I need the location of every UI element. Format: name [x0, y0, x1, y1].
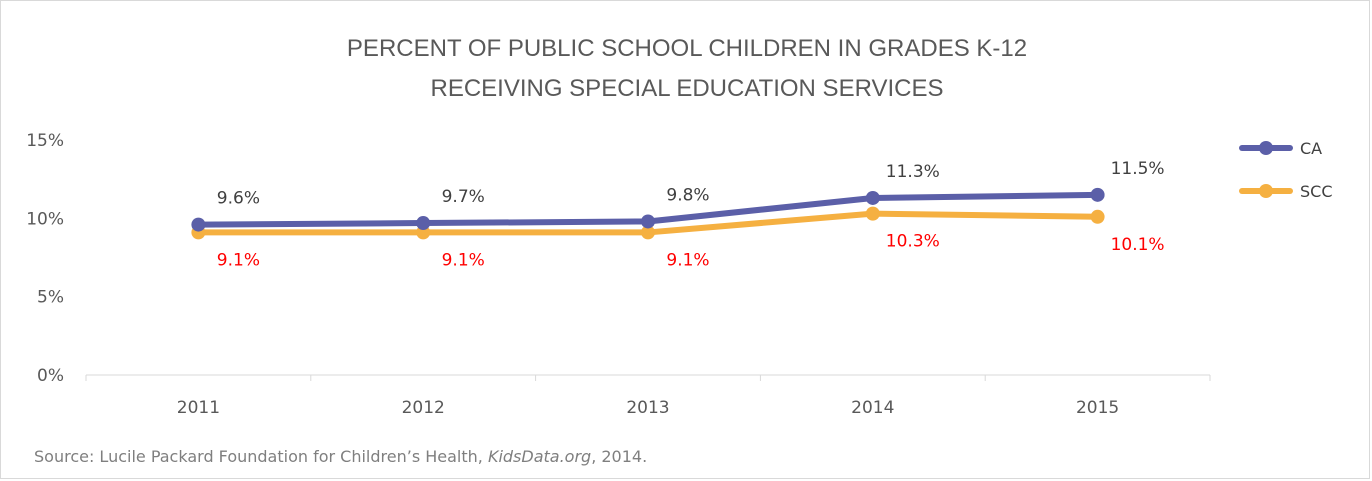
x-tick-label: 2011 — [177, 398, 220, 418]
source-italic: KidsData.org — [487, 447, 592, 466]
data-point-ca — [191, 217, 206, 232]
x-tick-label: 2013 — [626, 398, 669, 418]
chart-title-line-2: RECEIVING SPECIAL EDUCATION SERVICES — [430, 75, 943, 102]
chart-title-line-1: PERCENT OF PUBLIC SCHOOL CHILDREN IN GRA… — [347, 35, 1027, 62]
source-suffix: , 2014. — [591, 447, 648, 466]
legend-marker-scc — [1259, 184, 1273, 198]
y-tick-label: 0% — [37, 366, 64, 386]
data-point-scc — [641, 225, 655, 240]
data-point-ca — [416, 216, 431, 231]
chart-axes: 2011 2012 2013 2014 2015 0% 5% 10% 15% — [26, 131, 1211, 418]
data-point-scc — [1090, 209, 1105, 224]
chart-series-layer — [191, 187, 1105, 240]
y-tick-label: 10% — [26, 209, 64, 229]
source-note: Source: Lucile Packard Foundation for Ch… — [34, 447, 647, 466]
data-point-scc — [865, 206, 880, 221]
data-label-scc: 9.1% — [666, 250, 709, 270]
data-label-ca: 9.8% — [666, 185, 709, 205]
y-tick-label: 15% — [26, 131, 64, 151]
data-point-ca — [865, 190, 880, 205]
x-tick-label: 2014 — [851, 398, 894, 418]
x-tick-label: 2015 — [1076, 398, 1119, 418]
data-label-ca: 9.6% — [217, 189, 260, 209]
chart-legend: CA SCC — [1239, 139, 1333, 201]
chart-data-labels: 9.6% 9.7% 9.8% 11.3% 11.5% 9.1% 9.1% 9.1% 10.3% 1… — [217, 159, 1165, 271]
legend-marker-ca — [1259, 141, 1273, 155]
x-tick-label: 2012 — [402, 398, 445, 418]
y-tick-label: 5% — [37, 288, 64, 308]
data-label-ca: 9.7% — [442, 187, 485, 207]
data-label-ca: 11.3% — [886, 162, 940, 182]
source-prefix: Source: Lucile Packard Foundation for Ch… — [34, 447, 488, 466]
data-label-ca: 11.5% — [1111, 159, 1165, 179]
data-label-scc: 10.1% — [1111, 235, 1165, 255]
data-label-scc: 9.1% — [217, 250, 260, 270]
legend-label-scc: SCC — [1300, 182, 1333, 201]
data-label-scc: 9.1% — [442, 250, 485, 270]
data-label-scc: 10.3% — [886, 232, 940, 252]
legend-label-ca: CA — [1300, 139, 1322, 158]
data-point-ca — [641, 214, 655, 229]
data-point-ca — [1090, 187, 1105, 202]
